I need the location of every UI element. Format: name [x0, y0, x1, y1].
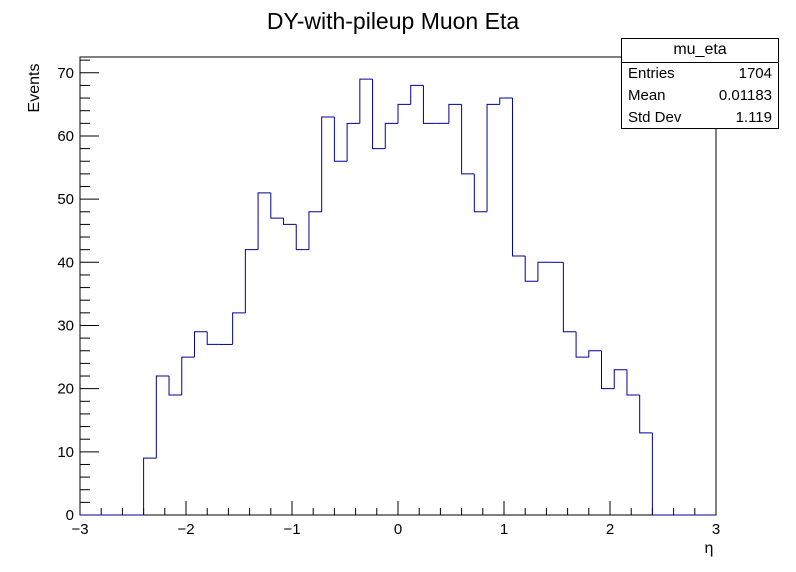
histogram-bin — [461, 104, 475, 175]
histogram-bin — [473, 173, 488, 213]
histogram-bin — [270, 192, 284, 219]
histogram-bins — [80, 78, 716, 516]
stats-entries-label: Entries — [628, 65, 675, 82]
stats-row-stddev: Std Dev 1.119 — [622, 107, 778, 129]
histogram-bin — [562, 262, 577, 333]
stats-stddev-value: 1.119 — [735, 109, 772, 126]
histogram-bin — [639, 394, 653, 434]
histogram-bin — [308, 211, 322, 250]
histogram-bin — [346, 122, 360, 162]
histogram-bin — [181, 356, 195, 395]
histogram-bin — [155, 375, 170, 459]
stats-entries-value: 1704 — [738, 65, 772, 82]
histogram-bin — [448, 103, 462, 124]
histogram-bin — [410, 84, 424, 105]
stats-stddev-label: Std Dev — [628, 109, 682, 126]
histogram-bin — [193, 331, 208, 358]
stats-box-title: mu_eta — [622, 39, 778, 63]
histogram-bin — [143, 457, 157, 515]
y-tick-label: 70 — [57, 65, 74, 82]
histogram-bin — [206, 331, 220, 345]
histogram-bin — [321, 116, 335, 212]
histogram-bin — [511, 98, 526, 257]
histogram-bin — [537, 261, 551, 282]
y-tick-label: 0 — [66, 507, 74, 524]
y-axis-label: Events — [26, 64, 43, 113]
y-tick-label: 20 — [57, 381, 74, 398]
x-tick-label: 1 — [500, 521, 508, 538]
stats-row-entries: Entries 1704 — [622, 63, 778, 85]
x-tick-label: 0 — [394, 521, 402, 538]
y-tick-label: 30 — [57, 317, 74, 334]
histogram-bin — [372, 79, 386, 150]
histogram-bin — [422, 85, 437, 124]
x-tick-label: −3 — [71, 521, 88, 538]
x-tick-label: −1 — [283, 521, 300, 538]
histogram-bin — [575, 331, 589, 358]
histogram-bin — [168, 376, 182, 396]
histogram-bin — [283, 218, 297, 225]
histogram-bin — [601, 350, 615, 390]
histogram-bin — [499, 97, 513, 105]
x-axis-label: η — [705, 540, 714, 557]
histogram-bin — [244, 249, 259, 313]
y-tick-label: 50 — [57, 191, 74, 208]
histogram-bin — [588, 350, 602, 358]
x-tick-label: 3 — [712, 521, 720, 538]
histogram-bin — [295, 224, 309, 251]
y-tick-label: 60 — [57, 128, 74, 145]
stats-mean-value: 0.01183 — [718, 87, 772, 104]
chart-title: DY-with-pileup Muon Eta — [267, 8, 519, 34]
stats-mean-label: Mean — [628, 87, 666, 104]
histogram-bin — [651, 432, 666, 516]
x-tick-label: −2 — [177, 521, 194, 538]
histogram-bin — [397, 103, 411, 124]
histogram-bin — [613, 369, 627, 389]
histogram-bin — [626, 369, 640, 396]
x-tick-label: 2 — [606, 521, 614, 538]
histogram-bin — [257, 192, 271, 250]
y-tick-label: 40 — [57, 254, 74, 271]
histogram-bin — [486, 103, 500, 212]
histogram-bin — [384, 122, 398, 149]
stats-box: mu_eta Entries 1704 Mean 0.01183 Std Dev… — [621, 38, 779, 129]
stats-row-mean: Mean 0.01183 — [622, 85, 778, 107]
histogram-bin — [232, 312, 246, 345]
histogram-bin — [333, 117, 348, 162]
y-tick-label: 10 — [57, 444, 74, 461]
histogram-bin — [359, 78, 373, 124]
histogram-bin — [524, 255, 538, 282]
